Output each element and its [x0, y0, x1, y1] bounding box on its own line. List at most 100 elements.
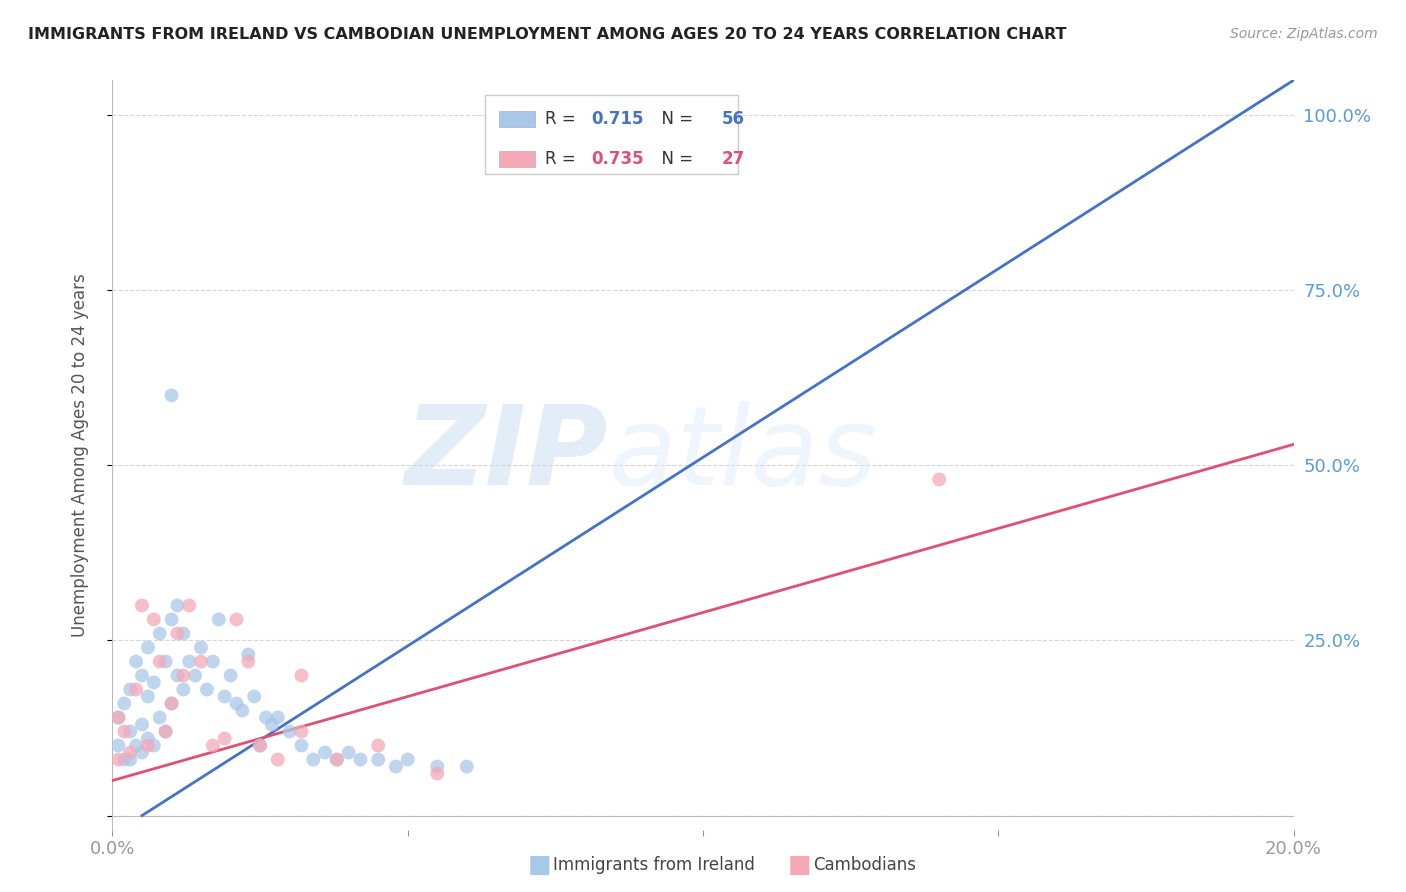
- Point: [928, 472, 950, 486]
- Point: [201, 739, 224, 753]
- Point: [166, 626, 188, 640]
- Point: [149, 626, 172, 640]
- Point: [225, 697, 247, 711]
- Point: [396, 752, 419, 766]
- Point: [136, 640, 159, 655]
- Text: Cambodians: Cambodians: [813, 856, 915, 874]
- Text: 0.715: 0.715: [592, 111, 644, 128]
- Point: [107, 739, 129, 753]
- Point: [160, 697, 183, 711]
- Point: [125, 682, 148, 697]
- Point: [326, 752, 349, 766]
- Point: [426, 766, 449, 780]
- Text: ZIP: ZIP: [405, 401, 609, 508]
- Point: [136, 690, 159, 704]
- Bar: [499, 151, 536, 167]
- Point: [155, 724, 177, 739]
- Point: [267, 710, 290, 724]
- Bar: [485, 95, 738, 174]
- Point: [260, 717, 283, 731]
- Point: [131, 717, 153, 731]
- Point: [238, 648, 260, 662]
- Point: [367, 739, 389, 753]
- Point: [107, 752, 129, 766]
- Point: [125, 655, 148, 669]
- Point: [136, 731, 159, 746]
- Point: [149, 710, 172, 724]
- Text: 0.735: 0.735: [592, 150, 644, 168]
- Point: [302, 752, 325, 766]
- Text: atlas: atlas: [609, 401, 877, 508]
- Point: [249, 739, 271, 753]
- Point: [172, 682, 194, 697]
- Y-axis label: Unemployment Among Ages 20 to 24 years: Unemployment Among Ages 20 to 24 years: [70, 273, 89, 637]
- Point: [160, 612, 183, 626]
- Point: [456, 759, 478, 773]
- Point: [184, 668, 207, 682]
- Point: [160, 697, 183, 711]
- Point: [149, 655, 172, 669]
- Point: [179, 599, 201, 613]
- Text: Immigrants from Ireland: Immigrants from Ireland: [553, 856, 755, 874]
- Point: [166, 668, 188, 682]
- Point: [290, 739, 312, 753]
- Point: [190, 640, 212, 655]
- Point: [349, 752, 371, 766]
- Point: [120, 682, 142, 697]
- Point: [326, 752, 349, 766]
- Point: [131, 599, 153, 613]
- Point: [225, 612, 247, 626]
- Point: [112, 697, 135, 711]
- Point: [120, 746, 142, 760]
- Point: [214, 690, 236, 704]
- Point: [107, 710, 129, 724]
- Bar: [499, 111, 536, 128]
- Text: Source: ZipAtlas.com: Source: ZipAtlas.com: [1230, 27, 1378, 41]
- Point: [278, 724, 301, 739]
- Point: [195, 682, 218, 697]
- Text: IMMIGRANTS FROM IRELAND VS CAMBODIAN UNEMPLOYMENT AMONG AGES 20 TO 24 YEARS CORR: IMMIGRANTS FROM IRELAND VS CAMBODIAN UNE…: [28, 27, 1067, 42]
- Point: [120, 752, 142, 766]
- Point: [120, 724, 142, 739]
- Point: [214, 731, 236, 746]
- Point: [155, 655, 177, 669]
- Point: [142, 675, 165, 690]
- Point: [367, 752, 389, 766]
- Point: [426, 759, 449, 773]
- Point: [155, 724, 177, 739]
- Text: N =: N =: [651, 150, 699, 168]
- Point: [385, 759, 408, 773]
- Point: [208, 612, 231, 626]
- Point: [290, 668, 312, 682]
- Text: 56: 56: [721, 111, 745, 128]
- Text: ■: ■: [527, 854, 551, 877]
- Point: [190, 655, 212, 669]
- Point: [337, 746, 360, 760]
- Text: ■: ■: [787, 854, 811, 877]
- Point: [238, 655, 260, 669]
- Point: [131, 668, 153, 682]
- Point: [243, 690, 266, 704]
- Point: [231, 704, 253, 718]
- Point: [160, 388, 183, 402]
- Point: [142, 612, 165, 626]
- Point: [267, 752, 290, 766]
- Point: [254, 710, 277, 724]
- Text: 27: 27: [721, 150, 745, 168]
- Point: [125, 739, 148, 753]
- Text: R =: R =: [544, 150, 581, 168]
- Point: [172, 626, 194, 640]
- Point: [112, 724, 135, 739]
- Point: [131, 746, 153, 760]
- Point: [166, 599, 188, 613]
- Point: [112, 752, 135, 766]
- Text: R =: R =: [544, 111, 581, 128]
- Point: [179, 655, 201, 669]
- Point: [136, 739, 159, 753]
- Point: [201, 655, 224, 669]
- Text: N =: N =: [651, 111, 699, 128]
- Point: [249, 739, 271, 753]
- Point: [314, 746, 336, 760]
- Point: [142, 739, 165, 753]
- Point: [172, 668, 194, 682]
